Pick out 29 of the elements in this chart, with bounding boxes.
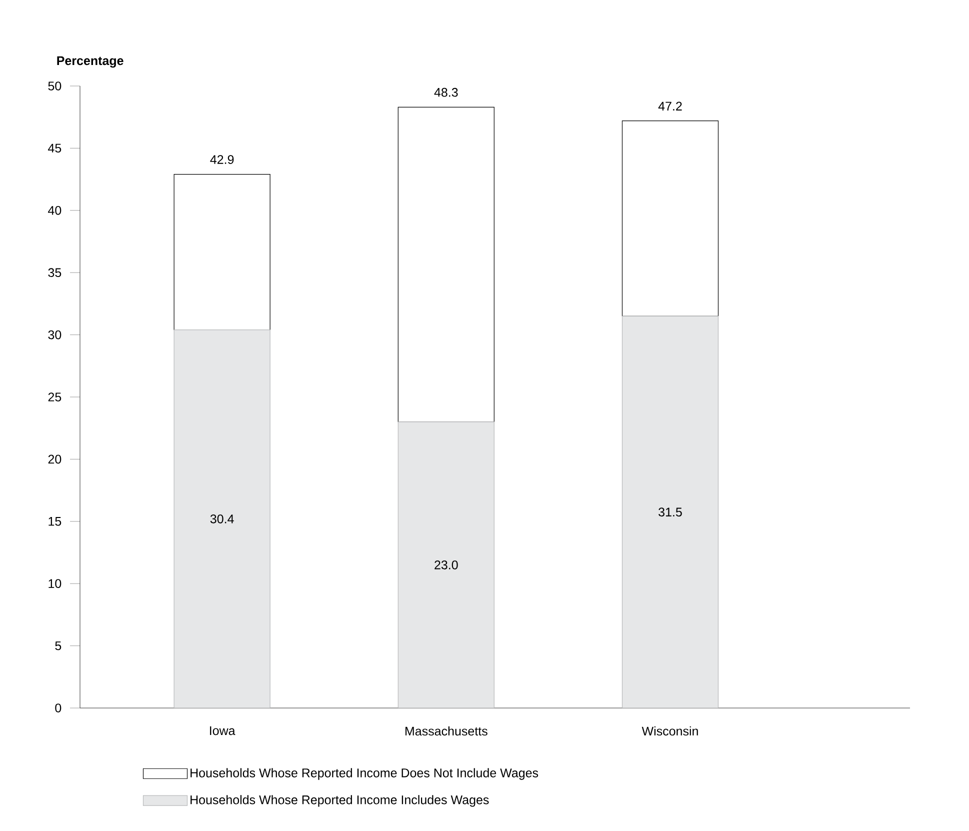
y-tick-label: 15 <box>48 517 62 526</box>
x-tick-label: Iowa <box>210 726 236 736</box>
y-tick-label: 25 <box>48 392 62 402</box>
bar <box>398 106 494 422</box>
bar <box>622 316 719 708</box>
legend-label: Households Whose Reported Income Does Not Include Wages <box>190 768 538 780</box>
legend-label: Households Whose Reported Income Includes Wages <box>190 795 489 807</box>
bar <box>174 330 270 708</box>
y-tick-label: 30 <box>48 330 62 340</box>
data-label: 30.4 <box>210 514 234 524</box>
total-label: 47.2 <box>658 102 682 110</box>
data-label: 23.0 <box>434 560 458 570</box>
y-tick-label: 40 <box>48 206 62 215</box>
y-tick-label: 50 <box>48 82 62 90</box>
total-label: 48.3 <box>434 88 458 97</box>
y-tick-label: 10 <box>48 579 62 588</box>
y-axis-title: Percentage <box>57 56 124 68</box>
bar <box>398 422 494 708</box>
x-tick-label: Wisconsin <box>642 726 698 736</box>
data-label: 31.5 <box>658 508 682 516</box>
y-tick-label: 0 <box>55 704 62 712</box>
bar <box>622 120 719 316</box>
y-tick-label: 45 <box>48 144 62 153</box>
y-tick-label: 5 <box>55 641 62 650</box>
y-tick-label: 35 <box>48 268 62 278</box>
x-tick-label: Massachusetts <box>406 726 488 736</box>
bar <box>174 174 270 330</box>
total-label: 42.9 <box>210 155 234 164</box>
y-tick-label: 20 <box>48 454 62 464</box>
